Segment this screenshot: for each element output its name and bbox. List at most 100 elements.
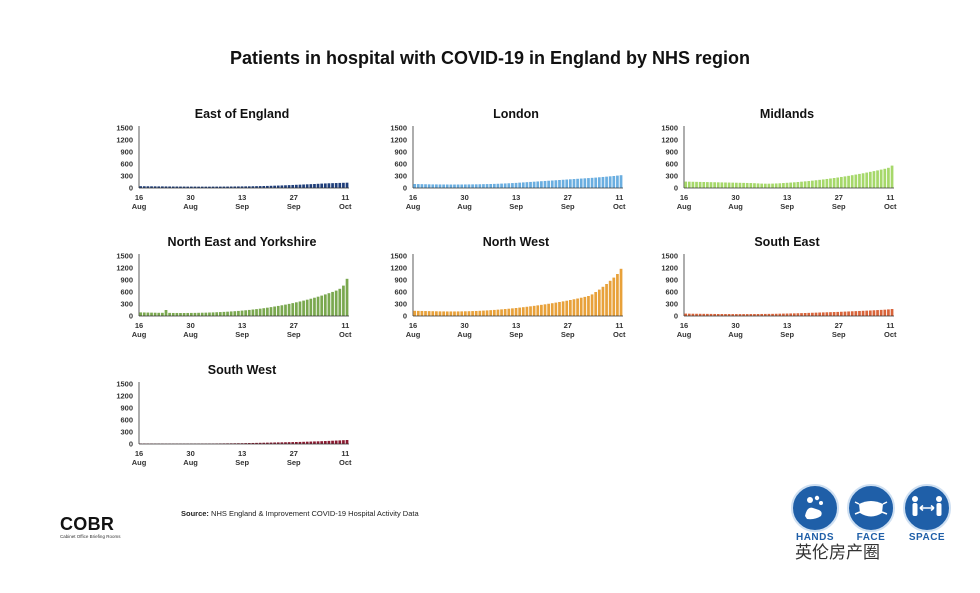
- panel-1-bar: [233, 186, 237, 188]
- panel-7-x-tick-month: Oct: [339, 458, 352, 467]
- panel-4-x-tick-day: 11: [341, 321, 349, 330]
- panel-5-bar: [547, 303, 550, 316]
- panel-2-y-tick: 900: [394, 148, 407, 157]
- panel-7-bar: [302, 441, 305, 444]
- panel-6-bar: [850, 311, 854, 316]
- panel-4-y-tick: 300: [120, 300, 133, 309]
- source-text: NHS England & Improvement COVID-19 Hospi…: [211, 509, 419, 518]
- panel-3-x-tick-day: 16: [680, 193, 688, 202]
- panel-2-bar: [521, 182, 525, 188]
- panel-7-x-tick-month: Sep: [235, 458, 249, 467]
- panel-6-x-tick-month: Aug: [677, 330, 692, 339]
- panel-6-bar: [774, 313, 778, 316]
- panel-3-bar: [861, 173, 865, 188]
- panel-4-x-tick-day: 13: [238, 321, 246, 330]
- panel-1-x-tick-day: 27: [290, 193, 298, 202]
- panel-2-bar: [594, 177, 598, 188]
- panel-4-bar: [284, 304, 287, 316]
- panel-6-bar: [865, 310, 869, 316]
- panel-5-bar: [503, 309, 507, 316]
- panel-5-bar: [507, 308, 511, 316]
- panel-3-bar: [753, 183, 756, 188]
- panel-1-bar: [226, 186, 229, 188]
- panel-3-bar: [734, 182, 738, 188]
- panel-3-y-tick: 900: [665, 148, 678, 157]
- panel-4-x-tick-day: 30: [186, 321, 194, 330]
- panel-7-bar: [298, 441, 302, 444]
- panel-1-bar: [189, 186, 193, 188]
- panel-4-bar: [142, 312, 146, 316]
- panel-2-bar: [536, 181, 540, 188]
- panel-5-bar: [474, 310, 478, 316]
- panel-5-bar: [456, 311, 460, 316]
- panel-5-title: North West: [483, 235, 550, 249]
- panel-6-bar: [767, 313, 771, 316]
- panel-7-bar: [309, 441, 313, 444]
- panel-5-bar: [543, 304, 547, 316]
- panel-4-y-tick: 900: [120, 276, 133, 285]
- panel-4-y-tick: 1200: [116, 264, 133, 273]
- panel-4-bar: [226, 311, 229, 316]
- panel-6-bar: [890, 309, 894, 316]
- panel-6-bar: [724, 314, 727, 316]
- panel-6-x-tick-day: 27: [835, 321, 843, 330]
- panel-5-bar: [583, 296, 587, 316]
- panel-3-bar: [818, 179, 821, 188]
- panel-1-bar: [320, 183, 324, 188]
- panel-2-bar: [568, 179, 572, 188]
- panel-1-bar: [280, 185, 284, 188]
- panel-5-x-tick-month: Aug: [406, 330, 421, 339]
- panel-4-bar: [146, 312, 150, 316]
- panel-3-bar: [883, 168, 887, 188]
- panel-3-bar: [843, 176, 847, 188]
- panel-7-bar: [327, 440, 331, 444]
- panel-5-bar: [453, 311, 456, 316]
- panel-3-bar: [890, 165, 894, 188]
- panel-5-x-tick-month: Oct: [613, 330, 626, 339]
- panel-3-x-tick-month: Sep: [780, 202, 794, 211]
- panel-5-bar: [485, 310, 489, 316]
- panel-6-bar: [789, 313, 793, 316]
- panel-3-bar: [865, 172, 869, 188]
- panel-4-y-tick: 1500: [116, 252, 133, 261]
- panel-1-bar: [168, 186, 171, 188]
- panel-6-bar: [792, 313, 796, 316]
- panel-6-bar: [731, 314, 735, 316]
- panel-1-y-tick: 0: [129, 184, 133, 193]
- panel-6-bar: [854, 311, 858, 316]
- panel-3-bar: [742, 182, 745, 188]
- panel-5-y-tick: 0: [403, 312, 407, 321]
- panel-3-bar: [847, 175, 850, 188]
- panel-2-bar: [529, 181, 532, 188]
- panel-6-bar: [807, 312, 811, 316]
- panel-7-x-tick-month: Aug: [183, 458, 198, 467]
- panel-3-bar: [720, 182, 724, 188]
- panel-7-bar: [338, 440, 342, 444]
- panel-1-bar: [309, 184, 313, 188]
- panel-5-bar: [478, 310, 482, 316]
- panel-3-bar: [796, 182, 800, 188]
- panel-6-bar: [879, 309, 883, 316]
- panel-5-bar: [612, 277, 616, 316]
- panel-3-bar: [767, 183, 771, 188]
- panel-4-x-tick-day: 27: [290, 321, 298, 330]
- panel-1-bar: [215, 186, 219, 188]
- panel-1-bar: [298, 184, 302, 188]
- panel-6-y-tick: 1200: [661, 264, 678, 273]
- panel-3-bar: [760, 183, 764, 188]
- panel-6-bar: [785, 313, 789, 316]
- panel-4-bar: [262, 308, 266, 316]
- panel-1-bar: [276, 185, 280, 188]
- panel-6-bar: [847, 311, 850, 316]
- panel-3-y-tick: 0: [674, 184, 678, 193]
- panel-5-bar: [594, 292, 598, 316]
- panel-5-bar: [431, 311, 435, 316]
- panel-6-y-tick: 900: [665, 276, 678, 285]
- panel-6-bar: [709, 313, 713, 316]
- panel-4-bar: [189, 312, 193, 316]
- panel-4-x-tick-month: Aug: [132, 330, 147, 339]
- panel-4-bar: [258, 308, 262, 316]
- panel-7-bar: [331, 440, 334, 444]
- panel-1-bar: [142, 186, 146, 188]
- panel-6-bar: [745, 314, 749, 316]
